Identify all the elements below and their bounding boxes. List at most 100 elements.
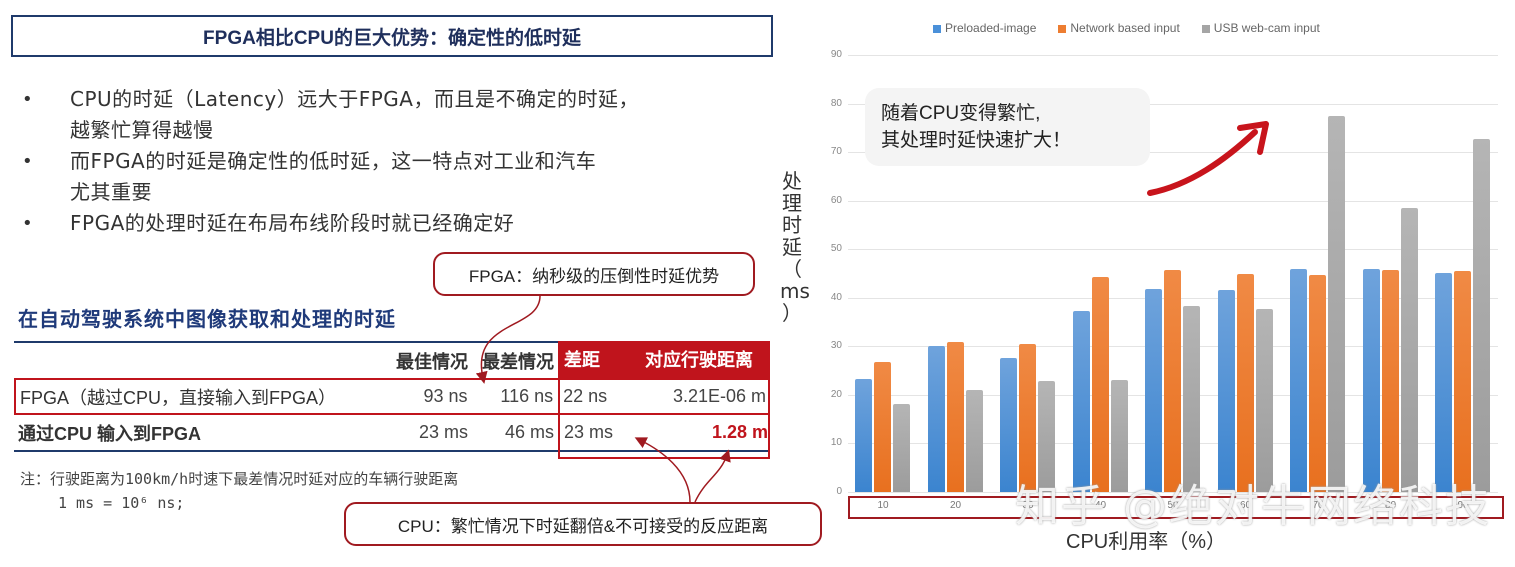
legend-item: USB web-cam input bbox=[1201, 21, 1320, 35]
bar bbox=[874, 362, 891, 492]
bar bbox=[1072, 311, 1090, 492]
legend-label: Network based input bbox=[1070, 21, 1180, 35]
bar bbox=[1290, 269, 1307, 492]
bar bbox=[1454, 271, 1471, 492]
chart-legend: Preloaded-image Network based input USB … bbox=[933, 21, 1320, 35]
y-tick-label: 80 bbox=[830, 97, 842, 109]
table-header-gap: 差距 bbox=[558, 342, 630, 379]
bar bbox=[1435, 273, 1452, 492]
table-cell: 23 ms bbox=[564, 422, 614, 442]
legend-swatch-icon bbox=[1058, 24, 1067, 33]
table-header-worst: 最差情况 bbox=[482, 351, 554, 372]
y-tick-label: 30 bbox=[830, 340, 842, 352]
x-tick-label: 70 bbox=[1312, 500, 1324, 511]
bar bbox=[1217, 290, 1235, 492]
gridline bbox=[848, 249, 1498, 251]
annotation-line: 其处理时延快速扩大！ bbox=[881, 130, 1072, 151]
bar bbox=[1236, 273, 1254, 492]
y-tick-label: 50 bbox=[830, 243, 842, 255]
x-tick-label: 60 bbox=[1239, 500, 1252, 511]
x-axis-highlight bbox=[848, 496, 1504, 519]
bar bbox=[1381, 270, 1399, 492]
gridline bbox=[848, 103, 1498, 105]
bar bbox=[1038, 381, 1055, 492]
table-cell: 3.21E-06 m bbox=[672, 386, 766, 406]
bullet-item: • CPU的时延（Latency）远大于FPGA，而且是不确定的时延， 越繁忙算得… bbox=[18, 84, 778, 146]
bar bbox=[1145, 289, 1162, 492]
x-tick-label: 90 bbox=[1457, 500, 1469, 511]
bar bbox=[1362, 269, 1380, 492]
y-tick-label: 70 bbox=[830, 146, 842, 158]
bar bbox=[1400, 208, 1418, 492]
bullet-marker: • bbox=[22, 89, 34, 110]
bullet-text: FPGA的处理时延在布局布线阶段时就已经确定好 bbox=[70, 211, 515, 235]
gridline bbox=[848, 152, 1498, 154]
y-tick-label: 40 bbox=[830, 291, 842, 303]
legend-label: USB web-cam input bbox=[1213, 21, 1320, 35]
bullet-text: CPU的时延（Latency）远大于FPGA，而且是不确定的时延， bbox=[70, 87, 639, 111]
bar bbox=[1164, 270, 1181, 492]
gridline bbox=[848, 492, 1498, 493]
bullet-item: • FPGA的处理时延在布局布线阶段时就已经确定好 bbox=[18, 208, 778, 239]
bar bbox=[1328, 116, 1345, 492]
bar bbox=[1255, 308, 1273, 492]
footnote: 注：行驶距离为100km/h时速下最差情况时延对应的车辆行驶距离 1 ms = … bbox=[20, 467, 458, 515]
trend-arrow-icon bbox=[1147, 121, 1269, 196]
table-header-row: 最佳情况 最差情况 差距 对应行驶距离 bbox=[14, 341, 770, 379]
latency-table: 最佳情况 最差情况 差距 对应行驶距离 FPGA（越过CPU，直接输入到FPGA… bbox=[14, 341, 770, 452]
bar bbox=[893, 404, 910, 492]
y-tick-label: 90 bbox=[830, 49, 842, 60]
table-header-best: 最佳情况 bbox=[396, 351, 468, 372]
x-tick-label: 10 bbox=[877, 500, 889, 511]
bullet-text: 而FPGA的时延是确定性的低时延，这一特点对工业和汽车 bbox=[70, 149, 597, 173]
bullet-item: • 而FPGA的时延是确定性的低时延，这一特点对工业和汽车 尤其重要 bbox=[18, 146, 778, 208]
chart-annotation-bubble: 随着CPU变得繁忙, 其处理时延快速扩大！ bbox=[865, 88, 1150, 166]
legend-swatch-icon bbox=[933, 24, 941, 33]
bar bbox=[1183, 306, 1200, 492]
table-cell-highlight: 1.28 m bbox=[711, 422, 768, 442]
table-row: FPGA（越过CPU，直接输入到FPGA） 93 ns 116 ns 22 ns… bbox=[14, 378, 770, 415]
x-tick-label: 50 bbox=[1167, 500, 1179, 511]
x-axis-label: CPU利用率（%） bbox=[1066, 531, 1227, 553]
bullet-text: 越繁忙算得越慢 bbox=[70, 118, 214, 142]
gridline bbox=[848, 200, 1498, 202]
bar bbox=[1473, 138, 1490, 492]
table-cell: 116 ns bbox=[500, 386, 554, 406]
bar bbox=[1110, 380, 1128, 492]
bullet-marker: • bbox=[22, 151, 34, 172]
table-cell: 46 ms bbox=[504, 422, 554, 442]
table-cell: 93 ns bbox=[423, 386, 468, 406]
y-tick-label: 60 bbox=[830, 194, 842, 206]
y-axis-label: 处理时延（ms） bbox=[780, 169, 810, 325]
x-tick-label: 40 bbox=[1094, 500, 1107, 511]
bullet-text: 尤其重要 bbox=[70, 180, 152, 204]
bar bbox=[1019, 343, 1036, 492]
table-cell-label: FPGA（越过CPU，直接输入到FPGA） bbox=[20, 387, 337, 408]
latency-bar-chart: Preloaded-image Network based input USB … bbox=[770, 0, 1515, 567]
table-header-distance: 对应行驶距离 bbox=[630, 342, 770, 379]
y-tick-label: 10 bbox=[830, 437, 842, 449]
gridline bbox=[848, 55, 1498, 56]
fpga-callout: FPGA：纳秒级的压倒性时延优势 bbox=[433, 252, 755, 296]
annotation-line: 随着CPU变得繁忙, bbox=[881, 103, 1041, 124]
slide-title: FPGA相比CPU的巨大优势：确定性的低时延 bbox=[11, 15, 773, 57]
y-tick-label: 20 bbox=[830, 388, 842, 400]
x-tick-label: 20 bbox=[949, 500, 962, 511]
bar bbox=[1000, 357, 1017, 492]
table-cell: 22 ns bbox=[563, 386, 608, 406]
footnote-line: 注：行驶距离为100km/h时速下最差情况时延对应的车辆行驶距离 bbox=[20, 470, 459, 488]
section-title: 在自动驾驶系统中图像获取和处理的时延 bbox=[18, 307, 396, 331]
bullet-list: • CPU的时延（Latency）远大于FPGA，而且是不确定的时延， 越繁忙算得… bbox=[18, 84, 778, 239]
watermark: 知乎 @绝对牛网络科技 bbox=[1015, 481, 1491, 532]
legend-item: Preloaded-image bbox=[933, 21, 1036, 35]
legend-label: Preloaded-image bbox=[945, 21, 1037, 35]
legend-item: Network based input bbox=[1058, 21, 1180, 35]
bar bbox=[927, 346, 945, 492]
legend-swatch-icon bbox=[1201, 24, 1210, 33]
cpu-callout: CPU：繁忙情况下时延翻倍&不可接受的反应距离 bbox=[344, 502, 822, 546]
table-cell-label: 通过CPU 输入到FPGA bbox=[18, 423, 202, 444]
bullet-marker: • bbox=[22, 213, 34, 234]
x-tick-label: 80 bbox=[1384, 500, 1397, 511]
table-cell: 23 ms bbox=[418, 422, 468, 442]
y-tick-label: 0 bbox=[836, 486, 842, 497]
